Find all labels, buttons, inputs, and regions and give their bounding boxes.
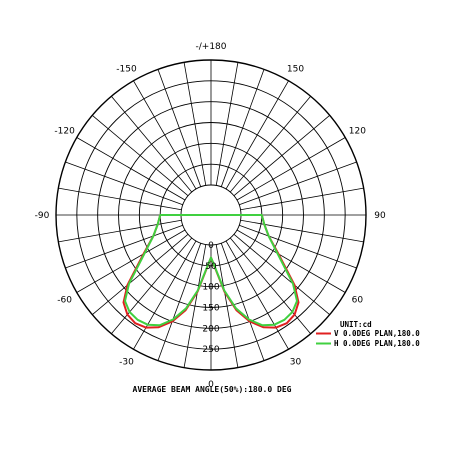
- grid-spoke: [76, 137, 186, 201]
- series-group: [122, 214, 300, 329]
- angle-tick-label: 30: [290, 357, 302, 367]
- grid-spoke: [236, 229, 346, 293]
- grid-spoke: [133, 80, 197, 190]
- angle-tick-label: 0: [208, 380, 214, 390]
- grid-spoke: [229, 237, 311, 334]
- grid-spoke: [183, 62, 207, 186]
- grid-spoke: [76, 229, 186, 293]
- angle-tick-label: -30: [119, 357, 134, 367]
- grid-spoke: [240, 187, 364, 211]
- angle-tick-label: 90: [374, 211, 386, 221]
- angle-tick-label: -60: [57, 296, 72, 306]
- angle-tick-label: -/+180: [196, 42, 227, 52]
- grid-spoke: [65, 161, 183, 206]
- grid-spoke: [225, 240, 289, 350]
- radial-tick-label: 150: [202, 304, 219, 314]
- grid-spoke: [58, 187, 182, 211]
- radial-tick-label: 100: [202, 283, 219, 293]
- grid-spoke: [215, 244, 239, 368]
- grid-spoke: [133, 240, 197, 350]
- grid-spoke: [65, 224, 183, 269]
- legend-entry: H 0.0DEG PLAN,180.0: [334, 339, 420, 348]
- angle-tick-label: 150: [287, 65, 304, 75]
- grid-spoke: [239, 224, 357, 269]
- chart-title: AVERAGE BEAM ANGLE(50%):180.0 DEG: [133, 385, 292, 394]
- grid-spoke: [236, 137, 346, 201]
- grid-spoke: [229, 96, 311, 193]
- series-line-h: [124, 214, 298, 327]
- grid-spoke: [183, 244, 207, 368]
- radial-tick-label: 50: [205, 262, 217, 272]
- legend: UNIT:cdV 0.0DEG PLAN,180.0H 0.0DEG PLAN,…: [316, 320, 420, 348]
- grid-spoke: [92, 233, 189, 315]
- legend-entry: V 0.0DEG PLAN,180.0: [334, 329, 420, 338]
- angle-tick-label: 60: [352, 296, 364, 306]
- grid-spoke: [58, 219, 182, 243]
- angle-tick-label: 120: [349, 127, 366, 137]
- grid-spoke: [215, 62, 239, 186]
- grid-spoke: [111, 237, 193, 334]
- grid-spoke: [92, 115, 189, 197]
- radial-tick-label: 250: [202, 345, 219, 355]
- radial-tick-labels: 0 50 100 150 200 250: [202, 241, 219, 355]
- grid-spoke: [157, 243, 202, 361]
- radial-tick-label: 200: [202, 324, 219, 334]
- grid-spoke: [233, 233, 330, 315]
- grid-spoke: [233, 115, 330, 197]
- grid-spoke: [157, 69, 202, 187]
- unit-label: UNIT:cd: [340, 320, 372, 329]
- grid-spoke: [239, 161, 357, 206]
- angle-tick-label: -90: [35, 211, 50, 221]
- grid-spoke: [220, 69, 265, 187]
- angle-tick-label: -120: [54, 127, 75, 137]
- grid-spoke: [225, 80, 289, 190]
- angle-tick-labels: 0 30 60 90 120 150 -/+180 -150 -120 -90 -60 -30: [35, 42, 386, 390]
- polar-grid: [55, 59, 367, 371]
- radial-tick-label: 0: [208, 241, 214, 251]
- grid-spoke: [220, 243, 265, 361]
- angle-tick-label: -150: [116, 65, 137, 75]
- grid-spoke: [240, 219, 364, 243]
- grid-spoke: [111, 96, 193, 193]
